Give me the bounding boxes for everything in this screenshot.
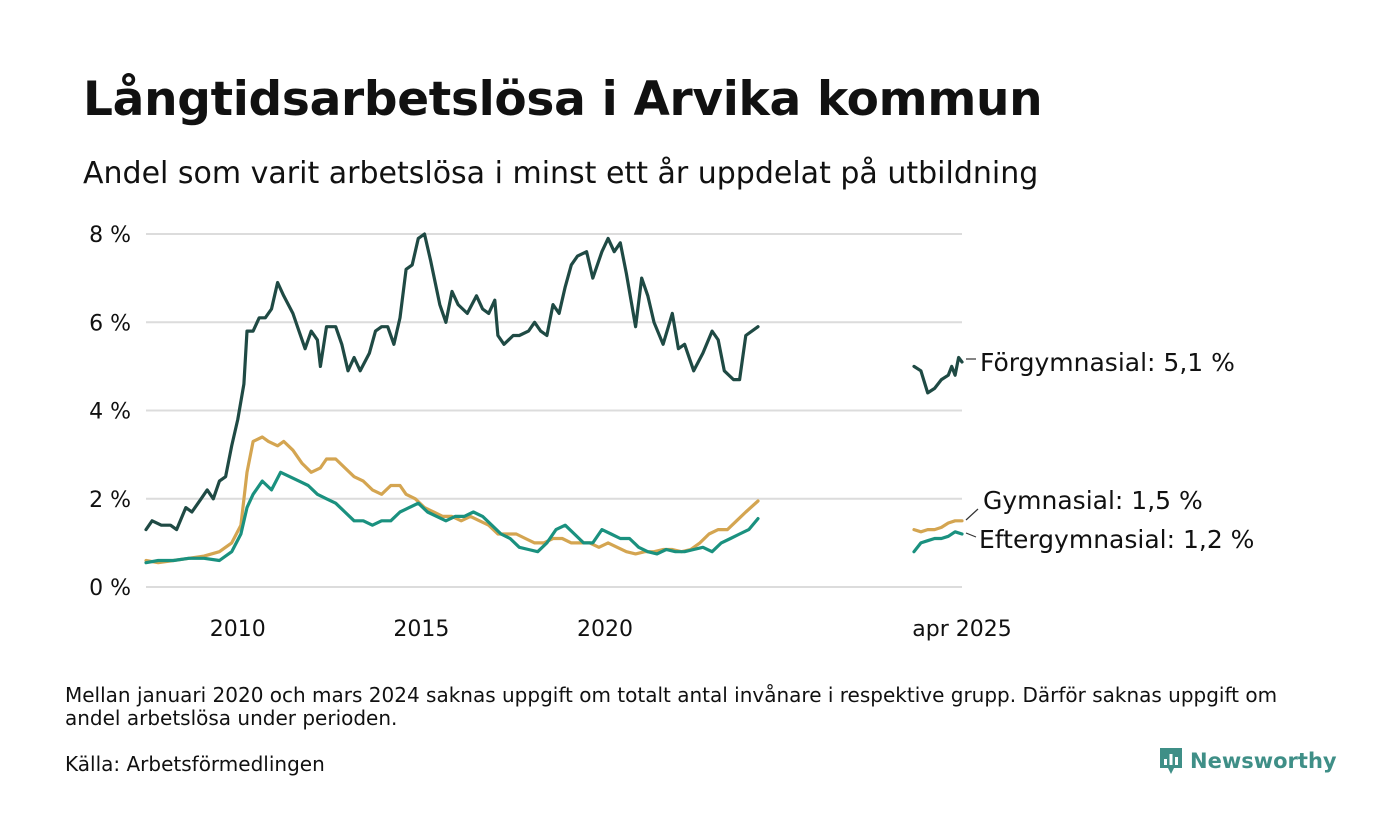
gridlines [146,233,962,588]
x-tick-label: 2020 [577,617,633,642]
y-tick-label: 8 % [89,223,131,248]
series-lines [144,232,964,565]
end-label-eftergymnasial: Eftergymnasial: 1,2 % [979,525,1254,554]
y-tick-label: 4 % [89,400,131,425]
y-tick-label: 0 % [89,576,131,601]
newsworthy-logo-text: Newsworthy [1190,749,1337,773]
chart-subtitle: Andel som varit arbetslösa i minst ett å… [83,156,1039,191]
end-label-förgymnasial: Förgymnasial: 5,1 % [980,348,1235,377]
series-line-eftergymnasial [144,470,760,565]
y-tick-label: 2 % [89,488,131,513]
recent-series-line-gymnasial [912,519,964,534]
x-axis-ticks: 2010 2015 2020 apr 2025 [210,617,1012,642]
x-tick-label: 2010 [210,617,266,642]
recent-series-line-eftergymnasial [912,530,964,554]
newsworthy-logo-icon [1160,748,1182,774]
chart-title: Långtidsarbetslösa i Arvika kommun [83,72,1043,127]
footnote: Mellan januari 2020 och mars 2024 saknas… [65,683,1278,730]
y-tick-label: 6 % [89,311,131,336]
label-leader-line [965,508,979,521]
end-labels: Förgymnasial: 5,1 % Gymnasial: 1,5 % Efter… [965,348,1254,554]
x-tick-label: apr 2025 [912,617,1011,642]
series-line-gymnasial [144,435,760,565]
y-axis-ticks: 0 % 2 % 4 % 6 % 8 % [89,223,131,601]
line-chart: 0 % 2 % 4 % 6 % 8 % 2010 2015 2020 apr 2025 För… [89,223,1254,642]
recent-series-line-förgymnasial [912,355,964,395]
source-note: Källa: Arbetsförmedlingen [65,752,325,776]
label-leader-line [965,532,977,538]
x-tick-label: 2015 [393,617,449,642]
series-line-förgymnasial [144,232,760,532]
newsworthy-logo: Newsworthy [1158,746,1337,776]
end-label-gymnasial: Gymnasial: 1,5 % [983,486,1203,515]
